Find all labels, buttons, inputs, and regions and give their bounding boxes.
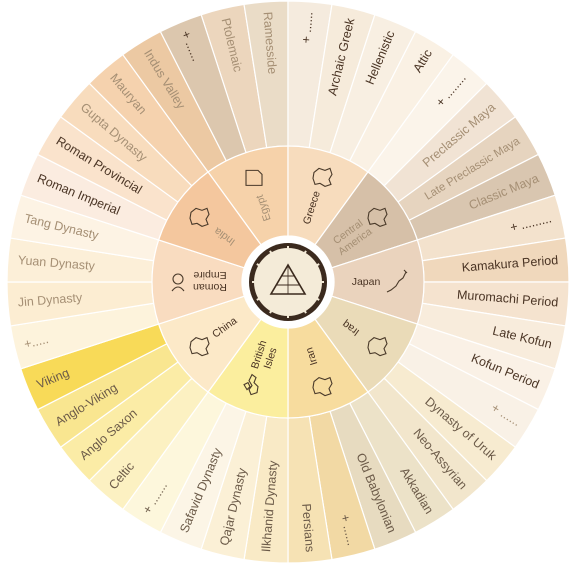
british-isles-map-icon [243, 373, 259, 396]
roman-helmet-icon [171, 273, 185, 292]
egypt-map-icon [245, 169, 263, 186]
iran-map-icon [312, 376, 333, 397]
china-map-icon [189, 336, 210, 357]
iraq-map-icon [367, 336, 388, 357]
pyramid-clock-icon [252, 246, 324, 318]
india-map-icon [189, 207, 210, 227]
greece-map-icon [312, 167, 333, 187]
japan-map-icon [386, 269, 408, 293]
central-america-map-icon [367, 207, 388, 227]
center-hub[interactable] [242, 236, 334, 328]
